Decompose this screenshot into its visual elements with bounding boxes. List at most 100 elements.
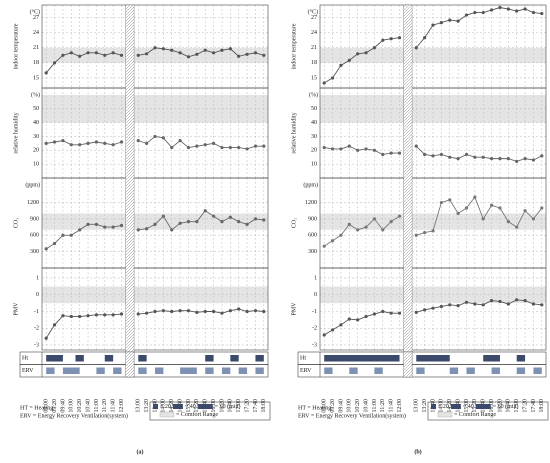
data-point	[103, 225, 107, 229]
legend-swatch	[197, 404, 213, 409]
data-point	[347, 222, 351, 226]
data-point	[237, 54, 241, 58]
data-point	[481, 10, 485, 15]
data-point	[389, 151, 393, 155]
schedule-bar	[491, 367, 500, 374]
y-tick-label: -3	[34, 342, 39, 348]
schedule-bar	[374, 367, 383, 374]
legend-box	[149, 401, 271, 421]
data-point	[448, 198, 452, 202]
schedule-row	[297, 364, 547, 378]
y-tick-label: 21	[33, 45, 39, 51]
data-point	[237, 145, 241, 150]
data-point	[339, 323, 343, 327]
legend-text: HT = Heating	[20, 405, 53, 411]
x-tick-label: 10:40	[363, 399, 369, 413]
schedule-bar	[238, 367, 248, 374]
x-tick-label: 13:20	[422, 399, 428, 413]
data-point	[153, 309, 157, 314]
data-point	[119, 53, 124, 57]
data-point	[414, 233, 418, 237]
y-tick-label: 20	[311, 148, 317, 154]
x-tick-label: 14:20	[169, 399, 175, 413]
schedule-bar	[46, 355, 63, 362]
data-point	[52, 241, 57, 246]
data-point	[220, 311, 224, 315]
schedule-bar	[138, 367, 147, 374]
data-point	[381, 309, 385, 314]
x-tick-label: 17:40	[531, 399, 537, 413]
time-break	[403, 4, 413, 378]
data-point	[245, 52, 249, 56]
data-point	[161, 47, 165, 51]
schedule-row	[19, 364, 269, 378]
y-axis-label: relative humidity	[291, 112, 297, 153]
data-point	[153, 134, 157, 139]
x-tick-label: 13:20	[144, 399, 150, 413]
y-unit: (ppm)	[303, 181, 318, 188]
data-point	[448, 303, 452, 307]
data-point	[423, 152, 427, 157]
data-line	[324, 145, 543, 162]
data-point	[322, 145, 326, 150]
data-point	[111, 143, 115, 147]
y-tick-label: 900	[308, 216, 317, 222]
data-point	[498, 5, 502, 10]
data-point	[78, 228, 82, 232]
schedule-bar	[62, 367, 80, 374]
schedule-bar	[180, 367, 197, 374]
data-point	[253, 309, 258, 313]
x-tick-label: 14:20	[447, 399, 453, 413]
data-point	[489, 8, 494, 12]
y-tick-label: 20	[33, 148, 39, 154]
legend-text: = 20	[438, 404, 449, 410]
x-tick-label: 10:00	[69, 399, 75, 413]
data-point	[228, 47, 232, 51]
x-tick-label: 16:00	[211, 399, 217, 413]
data-point	[523, 209, 527, 213]
data-point	[431, 229, 435, 233]
data-point	[481, 303, 485, 307]
data-point	[211, 51, 216, 55]
data-point	[531, 10, 536, 15]
data-line	[45, 210, 264, 250]
data-point	[103, 313, 107, 317]
data-point	[170, 309, 174, 314]
data-point	[330, 328, 335, 332]
schedule-bar	[205, 367, 214, 374]
y-tick-label: 18	[33, 60, 39, 66]
x-tick-label: 10:40	[85, 399, 91, 413]
schedule-bar	[466, 367, 475, 374]
data-point	[145, 311, 149, 315]
x-tick-label: 09:40	[338, 399, 344, 413]
data-point	[195, 310, 199, 314]
y-tick-label: 600	[308, 233, 317, 239]
data-point	[423, 308, 427, 312]
data-point	[414, 310, 418, 314]
x-tick-label: 09:00	[44, 399, 50, 413]
data-point	[531, 158, 536, 162]
schedule-bar	[324, 355, 400, 362]
data-point	[94, 140, 99, 144]
schedule-bar	[516, 355, 526, 362]
y-unit: (%)	[31, 91, 40, 98]
y-tick-label: 900	[30, 216, 39, 222]
data-point	[203, 143, 207, 147]
data-point	[330, 239, 335, 243]
data-point	[448, 18, 452, 22]
y-axis-label: CO₂	[291, 218, 297, 228]
legend-text: = 40	[463, 404, 474, 410]
data-point	[178, 309, 182, 313]
data-point	[86, 51, 90, 55]
y-tick-label: 1	[36, 275, 39, 281]
data-point	[431, 23, 435, 27]
data-point	[186, 309, 191, 313]
data-point	[381, 152, 385, 157]
data-point	[481, 217, 485, 221]
data-point	[389, 37, 393, 41]
data-point	[211, 141, 216, 145]
y-tick-label: 27	[311, 15, 317, 21]
data-point	[506, 157, 510, 161]
schedule-bar	[255, 367, 264, 374]
data-point	[389, 311, 393, 315]
